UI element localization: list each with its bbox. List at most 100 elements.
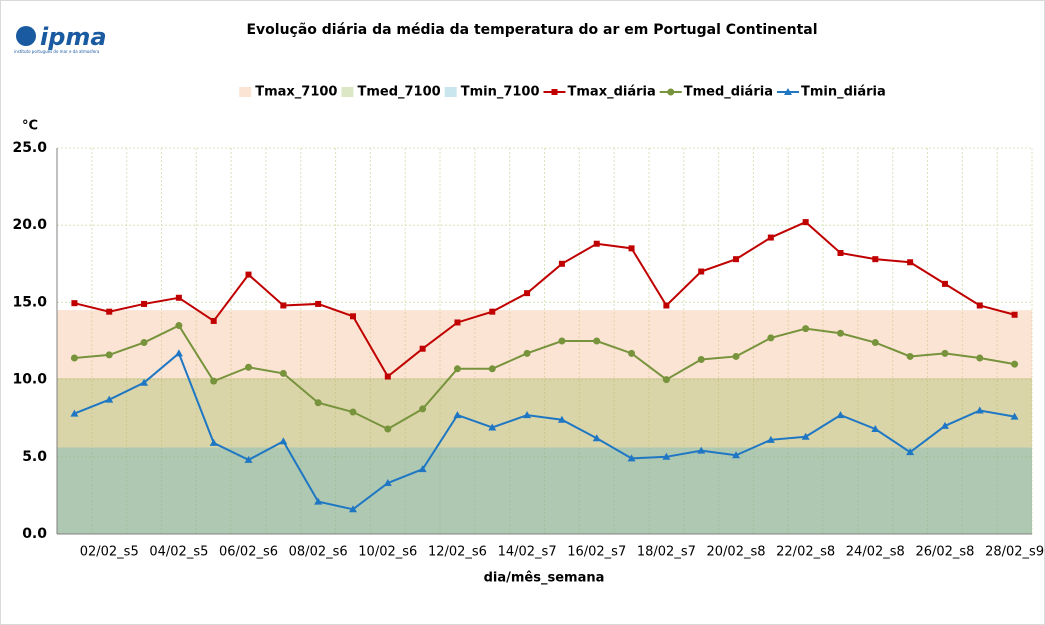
marker xyxy=(245,363,253,371)
marker xyxy=(140,378,149,386)
marker xyxy=(976,302,983,309)
marker xyxy=(872,256,879,263)
marker xyxy=(140,339,148,347)
area xyxy=(57,378,1032,534)
marker xyxy=(348,505,357,513)
y-tick-label: 10.0 xyxy=(12,372,47,388)
logo-name: ipma xyxy=(40,23,107,51)
marker xyxy=(419,345,426,352)
marker xyxy=(941,280,948,287)
x-axis-label: dia/mês_semana xyxy=(484,571,605,586)
marker xyxy=(906,352,914,360)
marker xyxy=(488,423,497,431)
marker xyxy=(210,377,218,385)
marker xyxy=(662,452,671,460)
marker xyxy=(209,438,218,446)
marker xyxy=(245,271,252,278)
legend-label: Tmed_7100 xyxy=(357,85,440,100)
marker xyxy=(70,409,79,417)
marker xyxy=(419,405,427,413)
marker xyxy=(732,451,741,459)
marker xyxy=(802,325,810,333)
x-tick-label: 16/02_s7 xyxy=(567,545,626,560)
marker xyxy=(667,88,675,96)
legend-label: Tmin_diária xyxy=(801,85,886,100)
legend-label: Tmax_7100 xyxy=(255,85,337,100)
marker xyxy=(454,319,461,326)
chart-title: Evolução diária da média da temperatura … xyxy=(246,22,817,38)
marker xyxy=(314,497,323,505)
x-tick-label: 06/02_s6 xyxy=(219,545,278,560)
marker xyxy=(1011,311,1018,318)
marker xyxy=(279,437,288,445)
marker xyxy=(523,411,532,419)
marker xyxy=(836,329,844,337)
marker xyxy=(907,259,914,266)
y-tick-label: 25.0 xyxy=(12,140,47,156)
marker xyxy=(662,376,670,384)
marker xyxy=(175,294,182,301)
legend-item: Tmin_diária xyxy=(776,85,886,100)
marker xyxy=(384,425,392,433)
marker xyxy=(558,337,566,345)
area xyxy=(57,447,1032,534)
marker xyxy=(697,356,705,364)
marker xyxy=(71,300,78,307)
logo: ipma instituto português do mar e da atm… xyxy=(14,23,107,54)
marker xyxy=(349,313,356,320)
marker xyxy=(837,249,844,256)
marker xyxy=(105,395,114,403)
x-tick-label: 12/02_s6 xyxy=(428,545,487,560)
legend-swatch xyxy=(341,87,354,97)
marker xyxy=(557,415,566,423)
x-tick-label: 04/02_s5 xyxy=(149,545,208,560)
marker xyxy=(210,317,217,324)
marker xyxy=(766,435,775,443)
marker xyxy=(628,349,636,357)
x-tick-label: 22/02_s8 xyxy=(776,545,835,560)
marker xyxy=(593,337,601,345)
marker xyxy=(280,302,287,309)
marker xyxy=(279,369,287,377)
marker xyxy=(975,406,984,414)
marker xyxy=(871,339,879,347)
legend-item: Tmax_diária xyxy=(543,85,656,100)
marker xyxy=(488,365,496,373)
x-tick-label: 26/02_s8 xyxy=(915,545,974,560)
marker xyxy=(767,234,774,241)
marker xyxy=(558,260,565,267)
legend-label: Tmed_diária xyxy=(684,85,773,100)
marker xyxy=(523,349,531,357)
x-tick-label: 14/02_s7 xyxy=(498,545,557,560)
x-tick-label: 28/02_s9 xyxy=(985,545,1044,560)
marker xyxy=(592,434,601,442)
marker xyxy=(802,219,809,226)
marker xyxy=(732,352,740,360)
legend: Tmax_7100 Tmed_7100 Tmin_7100 Tmax_diária Tm… xyxy=(239,85,886,100)
y-tick-label: 15.0 xyxy=(12,294,47,310)
marker xyxy=(871,425,880,433)
area xyxy=(57,310,1032,534)
x-tick-label: 24/02_s8 xyxy=(846,545,905,560)
legend-item: Tmed_diária xyxy=(659,85,773,100)
marker xyxy=(941,349,949,357)
legend-item: Tmin_7100 xyxy=(444,85,540,100)
marker xyxy=(418,465,427,473)
marker xyxy=(836,411,845,419)
logo-icon xyxy=(16,26,36,46)
marker xyxy=(976,354,984,362)
marker xyxy=(524,290,531,297)
legend-swatch xyxy=(239,87,252,97)
x-tick-label: 02/02_s5 xyxy=(80,545,139,560)
y-tick-label: 0.0 xyxy=(22,526,47,542)
marker xyxy=(315,300,322,307)
legend-item: Tmed_7100 xyxy=(341,85,441,100)
marker xyxy=(453,365,461,373)
marker xyxy=(783,88,792,95)
marker xyxy=(70,354,78,362)
legend-swatch xyxy=(444,87,457,97)
marker xyxy=(106,308,113,315)
legend-item: Tmax_7100 xyxy=(239,85,337,100)
